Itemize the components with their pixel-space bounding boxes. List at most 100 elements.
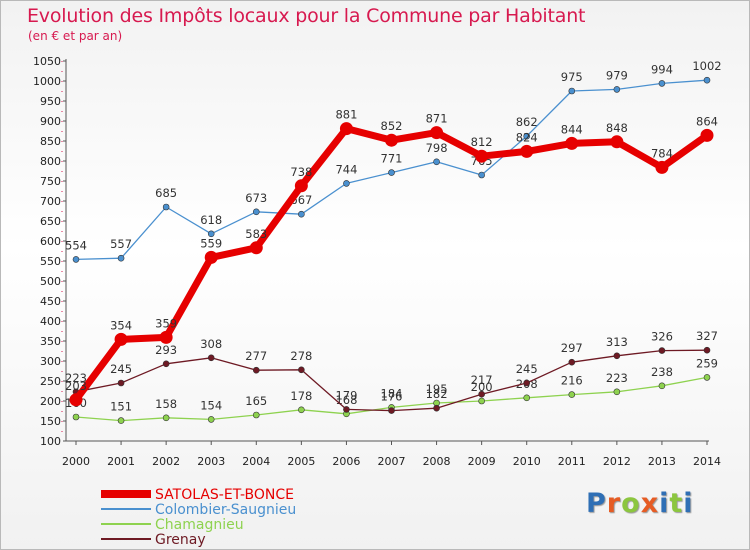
data-point [207, 230, 215, 238]
logo-letter: o [621, 488, 641, 519]
y-tick-label: 150 [40, 415, 61, 428]
y-tick-label: 750 [40, 175, 61, 188]
data-label: 864 [696, 114, 718, 128]
y-tick-label: 200 [40, 395, 61, 408]
data-label: 824 [516, 130, 538, 144]
data-label: 216 [561, 374, 583, 388]
data-point [252, 411, 260, 419]
data-point [114, 332, 128, 346]
chart-subtitle: (en € et par an) [28, 29, 123, 43]
data-label: 178 [290, 389, 312, 403]
data-point [568, 87, 576, 95]
data-label: 559 [200, 236, 222, 250]
x-tick-label: 2010 [513, 455, 541, 468]
data-label: 203 [65, 379, 87, 393]
data-point [430, 126, 444, 140]
data-point [388, 169, 395, 176]
data-point [298, 210, 305, 218]
data-label: 245 [516, 362, 538, 376]
data-point [658, 382, 666, 390]
data-label: 184 [381, 386, 403, 400]
x-tick-label: 2003 [197, 455, 225, 468]
data-label: 293 [155, 343, 177, 357]
data-point [568, 391, 576, 398]
data-label: 862 [516, 115, 538, 129]
data-point [298, 366, 305, 374]
y-tick-label: 250 [40, 375, 61, 388]
data-point [72, 413, 80, 421]
x-tick-label: 2001 [107, 455, 135, 468]
data-point [478, 171, 485, 179]
data-point [568, 358, 576, 366]
logo-letter: t [669, 488, 684, 519]
data-label: 784 [651, 146, 673, 160]
data-label: 848 [606, 121, 628, 135]
series-satolas-et-bonce: 203 354 359 559 583 738 881 852 871 812 824 844 848 7… [65, 108, 718, 407]
data-point [162, 203, 170, 211]
data-point [658, 80, 666, 87]
data-label: 685 [155, 186, 177, 200]
data-point [204, 250, 218, 264]
data-label: 245 [110, 362, 132, 376]
y-tick-label: 100 [40, 435, 61, 448]
data-label: 297 [561, 341, 583, 355]
x-tick-label: 2014 [693, 455, 721, 468]
data-point [523, 394, 531, 402]
data-point [700, 128, 714, 142]
series-colombier-saugnieu: 5545576856186736677447717987658629759799… [65, 59, 722, 263]
series-grenay: 223 245 293 308 277 278 179 176 182 217 245 297 313 3… [65, 329, 718, 414]
data-label: 165 [245, 394, 267, 408]
data-label: 583 [245, 227, 267, 241]
y-tick-label: 500 [40, 275, 61, 288]
data-label: 354 [110, 318, 132, 332]
y-tick-label: 650 [40, 215, 61, 228]
logo-letter: i [659, 488, 670, 519]
data-label: 259 [696, 356, 718, 370]
data-label: 844 [561, 122, 583, 136]
data-label: 238 [651, 365, 673, 379]
x-tick-label: 2009 [468, 455, 496, 468]
data-point [159, 330, 173, 344]
data-label: 1002 [692, 59, 721, 73]
data-label: 359 [155, 316, 177, 330]
logo-letter: x [640, 488, 660, 519]
legend-label: Colombier-Saugnieu [155, 502, 296, 518]
x-tick-label: 2012 [603, 455, 631, 468]
data-label: 313 [606, 335, 628, 349]
x-tick-label: 2008 [423, 455, 451, 468]
data-label: 158 [155, 397, 177, 411]
y-tick-label: 400 [40, 315, 61, 328]
data-label: 618 [200, 213, 222, 227]
data-point [478, 390, 485, 398]
data-label: 557 [110, 237, 132, 251]
x-tick-label: 2011 [558, 455, 586, 468]
data-label: 979 [606, 68, 628, 82]
x-tick-label: 2000 [62, 455, 90, 468]
proxiti-logo: Proxiti [586, 488, 694, 519]
data-label: 744 [335, 162, 357, 176]
data-point [117, 254, 125, 262]
data-label: 738 [290, 165, 312, 179]
data-label: 223 [65, 371, 87, 385]
chart-title: Evolution des Impôts locaux pour la Comm… [27, 5, 586, 27]
logo-letter: r [606, 488, 622, 519]
data-label: 277 [245, 349, 267, 363]
data-label: 852 [381, 119, 403, 133]
data-point [433, 404, 440, 412]
legend-label: Chamagnieu [155, 517, 244, 533]
data-label: 994 [651, 62, 673, 76]
data-point [72, 256, 80, 263]
data-point [343, 180, 350, 187]
data-point [478, 397, 485, 405]
data-label: 217 [471, 373, 493, 387]
y-tick-label: 900 [40, 115, 61, 128]
y-tick-label: 800 [40, 155, 61, 168]
data-label: 200 [471, 380, 493, 394]
data-label: 812 [471, 135, 493, 149]
y-tick-label: 300 [40, 355, 61, 368]
data-point [117, 379, 125, 387]
data-point [249, 241, 263, 255]
logo-letter: i [683, 488, 694, 519]
data-label: 871 [426, 112, 448, 126]
